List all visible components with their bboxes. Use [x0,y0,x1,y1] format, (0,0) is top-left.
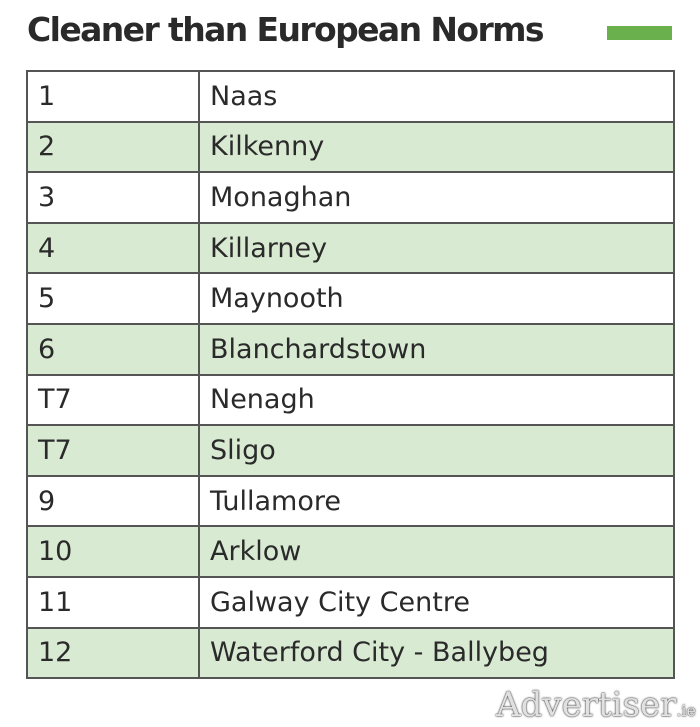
table-row: 11 Galway City Centre [26,575,675,629]
town-cell: Killarney [198,221,675,275]
town-cell: Sligo [198,424,675,477]
town-cell: Kilkenny [198,120,675,174]
town-cell: Naas [198,70,675,123]
table-row: 12 Waterford City - Ballybeg [26,626,675,680]
town-cell: Monaghan [198,171,675,224]
table-row: 1 Naas [26,70,675,123]
rank-cell: 3 [26,171,200,224]
town-cell: Waterford City - Ballybeg [198,626,675,680]
legend-color-bar [607,26,672,40]
table-row: 2 Kilkenny [26,120,675,174]
town-cell: Tullamore [198,474,675,528]
rank-cell: 5 [26,272,200,325]
rank-cell: 12 [26,626,200,680]
town-cell: Blanchardstown [198,322,675,376]
table-row: 10 Arklow [26,525,675,578]
rank-cell: 10 [26,525,200,578]
rank-cell: 6 [26,322,200,376]
town-cell: Galway City Centre [198,575,675,629]
table-row: 9 Tullamore [26,474,675,528]
town-cell: Arklow [198,525,675,578]
table-row: T7 Sligo [26,424,675,477]
table-row: 4 Killarney [26,221,675,275]
town-cell: Nenagh [198,373,675,427]
rank-cell: 2 [26,120,200,174]
table-row: 5 Maynooth [26,272,675,325]
rank-cell: T7 [26,373,200,427]
advertiser-watermark: Advertiser.ie [496,685,696,725]
rank-cell: 11 [26,575,200,629]
table-row: 6 Blanchardstown [26,322,675,376]
table-title: Cleaner than European Norms [27,10,545,49]
table-row: T7 Nenagh [26,373,675,427]
watermark-suffix: .ie [676,701,696,720]
town-cell: Maynooth [198,272,675,325]
rank-cell: T7 [26,424,200,477]
table-row: 3 Monaghan [26,171,675,224]
rankings-table: 1 Naas 2 Kilkenny 3 Monaghan 4 Killarney… [26,70,675,680]
watermark-main: Advertiser [496,685,677,725]
rank-cell: 1 [26,70,200,123]
rank-cell: 4 [26,221,200,275]
rank-cell: 9 [26,474,200,528]
